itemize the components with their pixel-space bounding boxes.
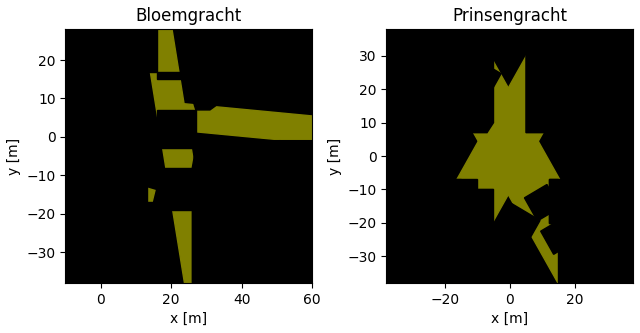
Polygon shape [541,218,576,254]
X-axis label: x [m]: x [m] [491,312,528,326]
Polygon shape [413,27,588,285]
X-axis label: x [m]: x [m] [170,312,207,326]
Polygon shape [555,116,575,133]
Polygon shape [157,167,196,210]
Polygon shape [157,110,196,148]
Title: Bloemgracht: Bloemgracht [136,7,242,25]
Polygon shape [387,29,493,133]
Polygon shape [387,179,493,283]
Polygon shape [526,29,633,133]
Polygon shape [548,179,559,223]
Polygon shape [461,179,477,189]
Polygon shape [157,72,196,79]
Polygon shape [524,184,560,221]
Polygon shape [65,110,129,175]
Polygon shape [454,57,501,108]
Polygon shape [193,141,312,283]
Polygon shape [143,21,214,291]
Polygon shape [445,123,461,133]
Polygon shape [548,102,588,144]
Polygon shape [75,168,155,213]
Y-axis label: y [m]: y [m] [328,138,342,174]
Polygon shape [548,179,633,283]
Polygon shape [438,44,613,302]
Title: Prinsengracht: Prinsengracht [452,7,567,25]
Polygon shape [177,103,320,144]
Polygon shape [65,29,161,283]
Y-axis label: y [m]: y [m] [7,138,21,174]
Polygon shape [492,204,540,255]
Polygon shape [193,29,312,110]
